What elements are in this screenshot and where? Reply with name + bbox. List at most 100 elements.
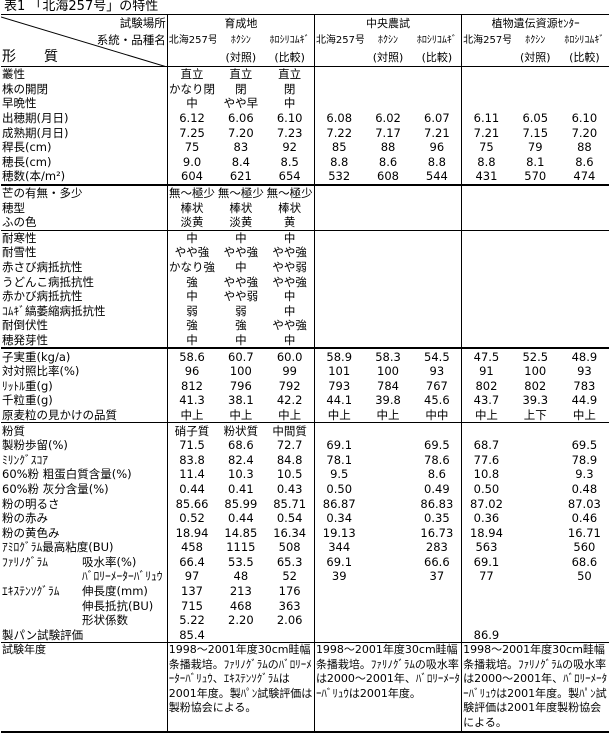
value-cell: 69.5 bbox=[412, 437, 463, 453]
value-cell: 532 bbox=[328, 169, 351, 184]
value-cell bbox=[462, 215, 511, 230]
value-cell: 淡黄 bbox=[229, 215, 253, 230]
value-cell bbox=[560, 245, 609, 260]
value-cell: 中上 bbox=[572, 407, 596, 422]
value-cell: 66.6 bbox=[412, 554, 463, 570]
row-label: 子実重(kg/a) bbox=[1, 347, 168, 364]
value-cell bbox=[412, 229, 463, 246]
row-sub-label: 吸水率(%) bbox=[82, 554, 137, 569]
diagonal-line bbox=[1, 16, 164, 66]
value-cell: やや弱 bbox=[265, 259, 315, 275]
value-cell bbox=[560, 289, 609, 304]
value-cell: 137 bbox=[181, 584, 203, 599]
row-label: 千粒重(g) bbox=[1, 393, 168, 408]
value-cell: 8.4 bbox=[231, 154, 250, 169]
value-cell bbox=[314, 318, 363, 333]
value-cell: 19.13 bbox=[322, 525, 356, 540]
value-cell: 71.5 bbox=[179, 438, 205, 453]
value-cell bbox=[511, 467, 560, 482]
value-cell bbox=[511, 96, 560, 111]
value-cell: 69.1 bbox=[326, 554, 353, 569]
value-cell: 18.94 bbox=[175, 525, 209, 540]
table-row: ﾐﾘﾝｸﾞｽｺｱ 83.8 82.4 84.8 78.1 78.6 77.6 78.9 bbox=[1, 452, 609, 468]
row-sub-label: 伸長度(mm) bbox=[82, 584, 148, 599]
value-cell bbox=[511, 82, 560, 97]
value-cell: かなり強 bbox=[169, 260, 216, 275]
value-cell: 0.34 bbox=[326, 511, 353, 526]
value-cell: 6.12 bbox=[179, 111, 205, 126]
value-cell: 直立 bbox=[265, 65, 315, 82]
value-cell: 0.50 bbox=[473, 481, 500, 496]
value-cell: 8.8 bbox=[412, 154, 463, 170]
value-cell: 8.6 bbox=[412, 467, 463, 482]
characteristics-table: 試験場所 系統・品種名 形 質 育成地 中央農試 植物遺伝資源ｾﾝﾀｰ 北海25… bbox=[1, 14, 609, 734]
row-label: 耐倒伏性 bbox=[1, 318, 168, 333]
value-cell: 468 bbox=[229, 598, 252, 613]
table-row: 製粉歩留(%) 71.5 68.6 72.7 69.1 69.5 68.7 69.5 bbox=[1, 437, 609, 453]
value-cell: 7.21 bbox=[473, 125, 500, 140]
row-label: ﾘｯﾄﾙ重(g) bbox=[1, 378, 168, 394]
value-cell: 8.5 bbox=[265, 154, 315, 170]
value-cell bbox=[412, 598, 463, 613]
value-cell: 44.9 bbox=[571, 393, 598, 408]
value-cell: 570 bbox=[524, 169, 547, 184]
variety-header: 北海257号 bbox=[463, 34, 511, 46]
value-cell: 85.66 bbox=[175, 496, 209, 511]
value-cell bbox=[412, 245, 463, 260]
value-cell bbox=[462, 318, 511, 333]
value-cell bbox=[314, 274, 363, 289]
value-cell: 9.5 bbox=[330, 467, 349, 482]
table-row: ﾊﾞﾛﾘｰﾒｰﾀｰﾊﾞﾘｭｳ 97 48 52 39 37 77 50 bbox=[1, 569, 609, 584]
value-cell bbox=[511, 200, 560, 215]
value-cell bbox=[216, 628, 265, 643]
value-cell: 棒状 bbox=[265, 200, 315, 215]
row-label: 形状係数 bbox=[1, 612, 168, 628]
value-cell: 82.4 bbox=[228, 452, 254, 467]
value-cell: 44.1 bbox=[326, 393, 353, 408]
value-cell: 563 bbox=[475, 540, 498, 555]
location-header: 中央農試 bbox=[314, 14, 463, 32]
header-row-varieties: 北海257号 ﾎｸｼﾝ ﾎﾛｼﾘｺﾑｷﾞ 北海257号 ﾎｸｼﾝ ﾎﾛｼﾘｺﾑｷﾞ 北海25… bbox=[1, 32, 609, 49]
value-cell bbox=[461, 422, 511, 438]
value-cell: 45.6 bbox=[412, 393, 463, 408]
value-cell bbox=[462, 584, 511, 599]
value-cell bbox=[412, 183, 463, 201]
value-cell: 7.21 bbox=[412, 125, 463, 140]
value-cell: 棒状 bbox=[229, 200, 253, 215]
value-cell bbox=[510, 183, 560, 201]
value-cell: かなり閉 bbox=[169, 81, 216, 96]
value-cell bbox=[559, 65, 609, 82]
value-cell bbox=[462, 598, 511, 613]
value-cell bbox=[560, 613, 609, 628]
value-cell bbox=[560, 628, 609, 643]
table-row: 粉の赤み 0.52 0.44 0.54 0.34 0.35 0.36 0.46 bbox=[1, 510, 609, 526]
row-label: 穂数(本/m²) bbox=[1, 169, 168, 185]
value-cell bbox=[364, 511, 413, 526]
table-row: うどんこ病抵抗性 強 やや強 やや強 bbox=[1, 274, 609, 289]
table-row: 株の開閉 かなり閉 閉 閉 bbox=[1, 81, 609, 97]
value-cell bbox=[462, 613, 511, 628]
value-cell bbox=[364, 333, 413, 349]
value-cell: 0.36 bbox=[473, 511, 500, 526]
header-corner: 試験場所 系統・品種名 形 質 bbox=[1, 14, 168, 67]
trait-label: 形 質 bbox=[2, 49, 58, 65]
table-row: 出穂期(月日) 6.12 6.06 6.10 6.08 6.02 6.07 6.11 6.05 6… bbox=[1, 110, 609, 126]
table-row: 芒の有無・多少 無～極少 無～極少 無～極少 bbox=[1, 183, 609, 201]
value-cell: 65.3 bbox=[265, 554, 315, 570]
value-cell: 0.35 bbox=[412, 510, 463, 526]
value-cell bbox=[412, 583, 463, 599]
row-group-label: ﾌｧﾘﾉｸﾞﾗﾑ bbox=[2, 554, 48, 569]
value-cell bbox=[364, 540, 413, 555]
value-cell: 中上 bbox=[327, 407, 351, 422]
row-label: 製パン試験評価 bbox=[1, 627, 168, 643]
value-cell bbox=[412, 259, 463, 275]
value-cell: 7.17 bbox=[375, 125, 401, 140]
value-cell: 中 bbox=[167, 229, 217, 246]
value-cell: 87.02 bbox=[469, 496, 503, 511]
value-cell: 8.8 bbox=[330, 154, 349, 169]
value-cell: 458 bbox=[181, 540, 203, 555]
table-row: 耐寒性中中中 bbox=[1, 229, 609, 246]
value-cell: 87.03 bbox=[567, 496, 601, 511]
row-label: 製粉歩留(%) bbox=[1, 437, 168, 453]
row-label: 叢性 bbox=[1, 65, 168, 82]
